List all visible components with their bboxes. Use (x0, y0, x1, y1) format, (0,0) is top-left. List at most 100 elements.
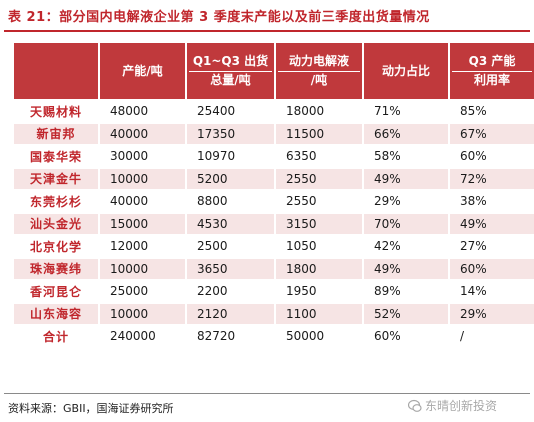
header-label: 动力占比 (381, 63, 430, 78)
shipment-cell: 3650 (187, 258, 274, 279)
watermark-text: 东晴创新投资 (425, 399, 498, 413)
watermark: 东晴创新投资 (408, 397, 497, 414)
share-cell: 29% (364, 191, 448, 212)
table-row: 国泰华荣 30000 10970 6350 58% 60% (14, 146, 534, 167)
company-name-cell: 东莞杉杉 (14, 191, 98, 212)
shipment-cell: 8800 (187, 191, 274, 212)
power-cell: 1100 (276, 303, 362, 324)
shipment-cell: 25400 (187, 101, 274, 122)
power-cell: 2550 (276, 191, 362, 212)
util-cell: 60% (450, 146, 534, 167)
chat-bubble-icon (408, 399, 422, 412)
power-cell: 1950 (276, 281, 362, 302)
power-cell: 18000 (276, 101, 362, 122)
header-cell-shipment: Q1~Q3 出货 总量/吨 (187, 43, 274, 99)
util-cell: 29% (450, 303, 534, 324)
power-cell: 50000 (276, 326, 362, 347)
capacity-cell: 48000 (100, 101, 185, 122)
header-cell-capacity: 产能/吨 (100, 43, 185, 99)
util-cell: 85% (450, 101, 534, 122)
header-label: 总量/吨 (210, 73, 251, 87)
header-label: 产能/吨 (122, 63, 163, 78)
share-cell: 58% (364, 146, 448, 167)
shipment-cell: 4530 (187, 213, 274, 234)
table-row: 香河昆仑 25000 2200 1950 89% 14% (14, 281, 534, 302)
util-cell: 27% (450, 236, 534, 257)
util-cell: 14% (450, 281, 534, 302)
share-cell: 60% (364, 326, 448, 347)
header-cell-util: Q3 产能 利用率 (450, 43, 534, 99)
util-cell: / (450, 326, 534, 347)
table-row: 汕头金光 15000 4530 3150 70% 49% (14, 213, 534, 234)
power-cell: 11500 (276, 123, 362, 144)
share-cell: 89% (364, 281, 448, 302)
footer-divider (4, 393, 530, 394)
company-name-cell: 国泰华荣 (14, 146, 98, 167)
share-cell: 49% (364, 258, 448, 279)
shipment-cell: 17350 (187, 123, 274, 144)
shipment-cell: 5200 (187, 168, 274, 189)
header-label: Q3 产能 (452, 53, 532, 72)
company-name-cell: 汕头金光 (14, 213, 98, 234)
share-cell: 70% (364, 213, 448, 234)
table-header-row: 产能/吨 Q1~Q3 出货 总量/吨 动力电解液 /吨 动力占比 Q3 产能 利… (14, 43, 534, 99)
title-divider (4, 30, 530, 32)
table-row: 北京化学 12000 2500 1050 42% 27% (14, 236, 534, 257)
util-cell: 72% (450, 168, 534, 189)
capacity-cell: 40000 (100, 123, 185, 144)
company-name-cell: 山东海容 (14, 303, 98, 324)
power-cell: 3150 (276, 213, 362, 234)
company-name-cell: 珠海赛纬 (14, 258, 98, 279)
table-row: 东莞杉杉 40000 8800 2550 29% 38% (14, 191, 534, 212)
table-row: 珠海赛纬 10000 3650 1800 49% 60% (14, 258, 534, 279)
capacity-cell: 10000 (100, 303, 185, 324)
shipment-cell: 2200 (187, 281, 274, 302)
table-row: 山东海容 10000 2120 1100 52% 29% (14, 303, 534, 324)
company-name-cell: 北京化学 (14, 236, 98, 257)
source-note: 资料来源：GBII，国海证券研究所 (8, 402, 174, 415)
table-row: 天津金牛 10000 5200 2550 49% 72% (14, 168, 534, 189)
power-cell: 2550 (276, 168, 362, 189)
power-cell: 6350 (276, 146, 362, 167)
capacity-cell: 12000 (100, 236, 185, 257)
capacity-cell: 10000 (100, 168, 185, 189)
util-cell: 38% (450, 191, 534, 212)
table-row: 新宙邦 40000 17350 11500 66% 67% (14, 123, 534, 144)
header-cell-company (14, 43, 98, 99)
header-label: /吨 (310, 73, 328, 87)
table-row: 合计 240000 82720 50000 60% / (14, 326, 534, 347)
shipment-cell: 2120 (187, 303, 274, 324)
util-cell: 67% (450, 123, 534, 144)
company-name-cell: 香河昆仑 (14, 281, 98, 302)
shipment-cell: 2500 (187, 236, 274, 257)
header-cell-share: 动力占比 (364, 43, 448, 99)
util-cell: 49% (450, 213, 534, 234)
data-table: 产能/吨 Q1~Q3 出货 总量/吨 动力电解液 /吨 动力占比 Q3 产能 利… (12, 41, 534, 349)
capacity-cell: 25000 (100, 281, 185, 302)
share-cell: 42% (364, 236, 448, 257)
share-cell: 52% (364, 303, 448, 324)
header-label: Q1~Q3 出货 (189, 53, 272, 72)
table-title: 表 21：部分国内电解液企业第 3 季度末产能以及前三季度出货量情况 (8, 10, 430, 25)
header-cell-power: 动力电解液 /吨 (276, 43, 362, 99)
power-cell: 1050 (276, 236, 362, 257)
company-name-cell: 合计 (14, 326, 98, 347)
share-cell: 49% (364, 168, 448, 189)
capacity-cell: 30000 (100, 146, 185, 167)
header-label: 动力电解液 (278, 53, 360, 72)
capacity-cell: 40000 (100, 191, 185, 212)
capacity-cell: 240000 (100, 326, 185, 347)
capacity-cell: 15000 (100, 213, 185, 234)
capacity-cell: 10000 (100, 258, 185, 279)
share-cell: 71% (364, 101, 448, 122)
company-name-cell: 天津金牛 (14, 168, 98, 189)
company-name-cell: 新宙邦 (14, 123, 98, 144)
shipment-cell: 82720 (187, 326, 274, 347)
header-label: 利用率 (473, 73, 510, 87)
table-row: 天赐材料 48000 25400 18000 71% 85% (14, 101, 534, 122)
power-cell: 1800 (276, 258, 362, 279)
util-cell: 60% (450, 258, 534, 279)
company-name-cell: 天赐材料 (14, 101, 98, 122)
shipment-cell: 10970 (187, 146, 274, 167)
share-cell: 66% (364, 123, 448, 144)
